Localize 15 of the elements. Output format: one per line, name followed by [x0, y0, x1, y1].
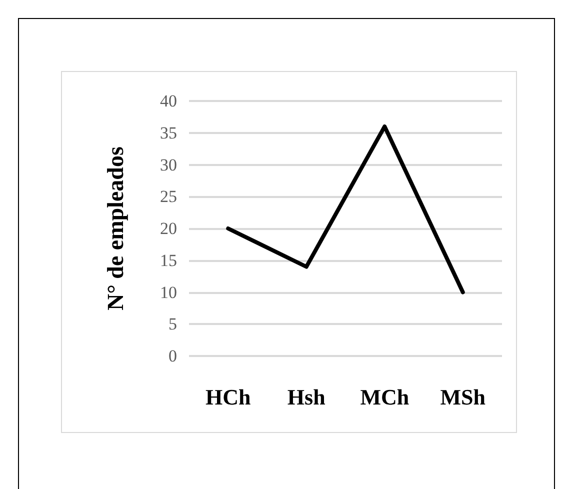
y-tick-label: 15	[160, 250, 177, 270]
y-tick-label: 35	[160, 123, 177, 142]
y-tick-label: 5	[168, 314, 177, 334]
y-axis-title: N° de empleados	[103, 146, 128, 310]
y-tick-label: 30	[160, 155, 177, 174]
x-tick-label: HCh	[206, 384, 251, 410]
x-tick-label: Hsh	[287, 384, 326, 410]
y-tick-label: 0	[168, 346, 177, 366]
y-tick-label: 40	[160, 92, 177, 110]
line-series	[226, 124, 465, 294]
y-tick-label: 10	[160, 282, 177, 302]
y-tick-label: 20	[160, 219, 177, 238]
x-tick-label: MSh	[440, 384, 486, 410]
y-tick-label: 25	[160, 187, 177, 206]
x-tick-label: MCh	[360, 384, 410, 410]
